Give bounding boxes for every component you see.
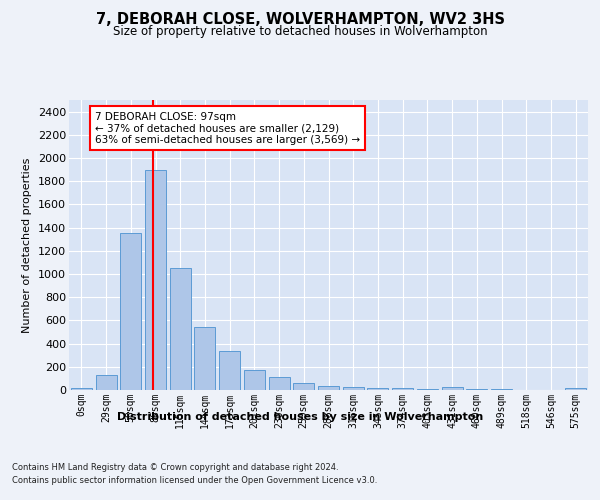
Bar bbox=[565, 388, 586, 390]
Text: Contains HM Land Registry data © Crown copyright and database right 2024.: Contains HM Land Registry data © Crown c… bbox=[12, 462, 338, 471]
Text: Contains public sector information licensed under the Open Government Licence v3: Contains public sector information licen… bbox=[12, 476, 377, 485]
Bar bbox=[442, 387, 463, 390]
Text: Size of property relative to detached houses in Wolverhampton: Size of property relative to detached ho… bbox=[113, 25, 487, 38]
Bar bbox=[95, 375, 116, 390]
Bar bbox=[293, 383, 314, 390]
Bar bbox=[219, 350, 240, 390]
Bar bbox=[71, 388, 92, 390]
Bar bbox=[269, 377, 290, 390]
Bar bbox=[170, 268, 191, 390]
Bar bbox=[244, 370, 265, 390]
Bar bbox=[343, 388, 364, 390]
Text: 7 DEBORAH CLOSE: 97sqm
← 37% of detached houses are smaller (2,129)
63% of semi-: 7 DEBORAH CLOSE: 97sqm ← 37% of detached… bbox=[95, 112, 360, 145]
Bar bbox=[367, 388, 388, 390]
Bar bbox=[120, 234, 141, 390]
Bar bbox=[145, 170, 166, 390]
Bar bbox=[318, 386, 339, 390]
Text: 7, DEBORAH CLOSE, WOLVERHAMPTON, WV2 3HS: 7, DEBORAH CLOSE, WOLVERHAMPTON, WV2 3HS bbox=[95, 12, 505, 28]
Text: Distribution of detached houses by size in Wolverhampton: Distribution of detached houses by size … bbox=[117, 412, 483, 422]
Bar bbox=[194, 328, 215, 390]
Y-axis label: Number of detached properties: Number of detached properties bbox=[22, 158, 32, 332]
Bar bbox=[392, 388, 413, 390]
